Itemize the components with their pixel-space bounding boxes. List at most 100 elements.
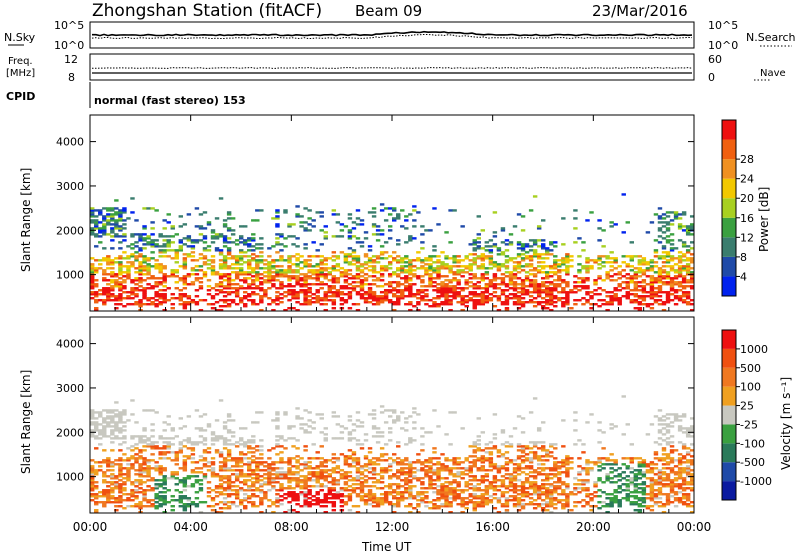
velocity-cell	[488, 441, 494, 444]
velocity-cell	[319, 485, 324, 488]
power-cell	[641, 273, 647, 276]
velocity-cell	[110, 411, 115, 414]
velocity-cell	[488, 495, 494, 498]
velocity-cell	[255, 489, 260, 492]
power-cell	[359, 289, 365, 292]
velocity-cell	[198, 427, 204, 430]
velocity-cell	[549, 503, 554, 506]
velocity-cell	[536, 459, 542, 462]
velocity-cell	[327, 473, 332, 476]
power-cell	[500, 253, 506, 256]
power-cell	[540, 257, 546, 260]
power-cell	[589, 291, 594, 294]
velocity-cell	[303, 461, 308, 464]
power-cell	[295, 295, 300, 298]
power-cell	[545, 291, 550, 294]
power-cell	[347, 273, 353, 276]
velocity-cell	[367, 499, 373, 502]
power-cell	[271, 261, 276, 264]
velocity-cell	[545, 505, 550, 508]
velocity-cell	[138, 501, 143, 504]
power-cell	[689, 281, 695, 284]
sky-count-panel: N.Sky 10^5 10^0 N.Search 10^5 10^0	[4, 19, 796, 52]
power-cell	[480, 253, 486, 256]
power-cell	[460, 301, 465, 304]
velocity-cell	[138, 479, 143, 482]
velocity-cell	[311, 427, 316, 430]
power-cell	[532, 285, 538, 288]
power-cell	[178, 249, 184, 252]
power-cell	[102, 257, 107, 260]
velocity-cell	[315, 413, 320, 416]
power-cell	[685, 297, 691, 300]
power-cell	[613, 261, 618, 264]
power-cell	[267, 281, 272, 284]
power-cell	[106, 299, 111, 302]
power-cell	[142, 265, 147, 268]
power-cell	[295, 245, 300, 248]
power-cell	[106, 279, 111, 282]
power-cell	[549, 271, 554, 274]
velocity-cell	[295, 407, 300, 410]
velocity-cell	[456, 485, 461, 488]
power-cell	[162, 227, 167, 230]
velocity-cell	[218, 501, 224, 504]
velocity-cell	[464, 469, 469, 472]
velocity-cell	[226, 479, 232, 482]
velocity-cell	[528, 501, 534, 504]
power-cell	[472, 303, 477, 306]
power-cell	[247, 239, 252, 242]
power-cell	[251, 259, 256, 262]
velocity-cell	[545, 483, 550, 486]
velocity-cell	[396, 505, 401, 508]
velocity-cell	[440, 483, 445, 486]
velocity-cell	[243, 507, 248, 510]
velocity-cell	[247, 485, 252, 488]
velocity-cell	[343, 463, 349, 466]
power-cell	[222, 265, 228, 268]
power-cell	[182, 253, 188, 256]
velocity-cell	[524, 481, 530, 484]
power-cell	[516, 241, 522, 244]
power-cell	[536, 283, 542, 286]
power-cell	[512, 283, 518, 286]
power-cell	[383, 257, 389, 260]
power-cell	[247, 267, 252, 270]
velocity-cell	[335, 497, 341, 500]
velocity-cell	[198, 441, 204, 444]
velocity-cell	[565, 485, 570, 488]
power-cell	[178, 295, 184, 298]
power-cell	[605, 257, 610, 260]
velocity-cell	[243, 493, 248, 496]
power-cell	[263, 263, 268, 266]
power-cell	[673, 275, 679, 278]
power-cell	[689, 227, 695, 230]
velocity-cell	[295, 467, 300, 470]
power-cell	[432, 261, 437, 264]
power-cell	[412, 295, 417, 298]
velocity-cell	[279, 451, 284, 454]
velocity-cell	[295, 473, 300, 476]
power-cell	[424, 259, 429, 262]
velocity-cell	[476, 443, 481, 446]
velocity-cell	[299, 479, 304, 482]
power-cell	[323, 235, 328, 238]
velocity-cell	[283, 411, 288, 414]
power-cell	[375, 233, 381, 236]
power-cell	[689, 267, 695, 270]
velocity-cell	[255, 495, 260, 498]
power-cell	[154, 283, 159, 286]
power-cell	[657, 215, 663, 218]
velocity-cell	[363, 499, 369, 502]
velocity-cell	[319, 471, 324, 474]
velocity-cell	[516, 449, 522, 452]
velocity-cell	[500, 505, 506, 508]
power-cell	[295, 269, 300, 272]
power-cell	[452, 279, 457, 282]
power-cell	[347, 297, 353, 300]
power-cell	[520, 215, 526, 218]
power-cell	[661, 271, 667, 274]
velocity-cell	[291, 487, 296, 490]
power-cell	[480, 273, 486, 276]
velocity-cell	[408, 461, 413, 464]
